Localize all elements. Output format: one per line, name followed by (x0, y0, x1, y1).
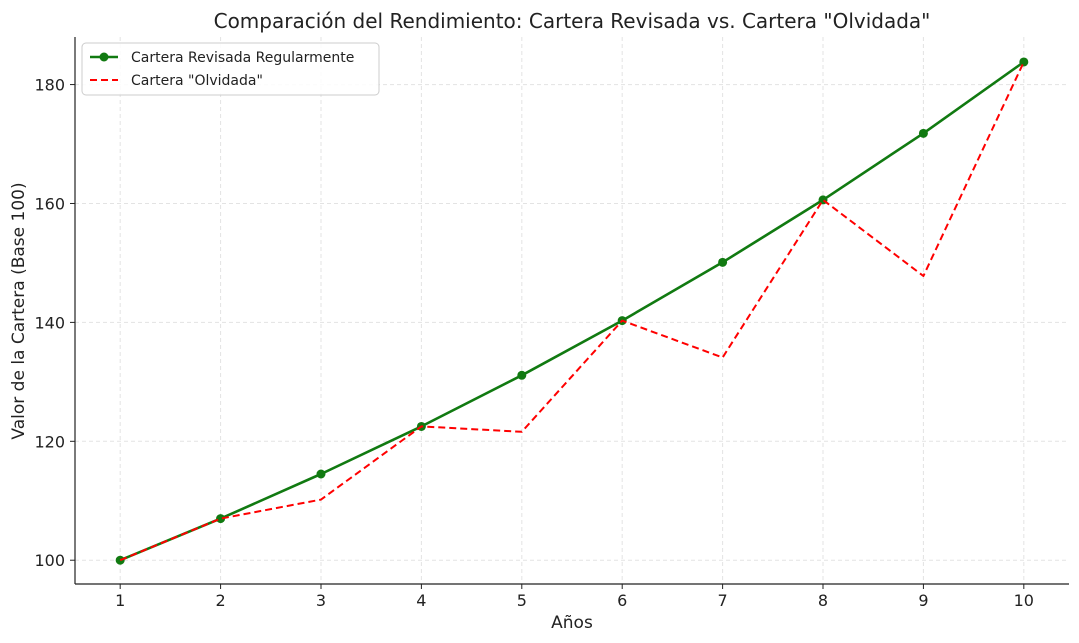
data-point (216, 514, 226, 524)
chart-title: Comparación del Rendimiento: Cartera Rev… (214, 9, 931, 33)
legend-label-olvidada: Cartera "Olvidada" (131, 73, 263, 89)
x-tick-label: 4 (416, 591, 426, 610)
x-tick-label: 7 (718, 591, 728, 610)
series-line-revisada (119, 60, 1025, 562)
x-tick-label: 8 (818, 591, 828, 610)
x-axis-label: Años (551, 613, 593, 633)
data-point (316, 469, 326, 479)
legend: Cartera Revisada Regularmente Cartera "O… (81, 42, 380, 96)
data-point (115, 555, 125, 565)
x-ticks: 1 2 3 4 5 6 7 8 9 10 (115, 584, 1034, 610)
x-tick-label: 9 (918, 591, 928, 610)
y-ticks: 100 120 140 160 180 (34, 76, 75, 570)
y-axis-label: Valor de la Cartera (Base 100) (9, 182, 29, 439)
x-tick-label: 2 (215, 591, 225, 610)
y-tick-label: 180 (34, 76, 65, 95)
data-point (918, 128, 928, 138)
y-tick-label: 160 (34, 194, 65, 213)
data-point (1019, 57, 1029, 67)
axes (74, 37, 1069, 585)
series-line-olvidada (119, 61, 1025, 562)
y-tick-label: 100 (34, 551, 65, 570)
grid (75, 37, 1069, 584)
legend-label-revisada: Cartera Revisada Regularmente (131, 50, 354, 66)
legend-box (81, 42, 380, 96)
data-point (517, 370, 527, 380)
legend-marker-revisada (99, 52, 109, 62)
series-group (115, 57, 1029, 565)
x-tick-label: 6 (617, 591, 627, 610)
x-tick-label: 5 (517, 591, 527, 610)
x-tick-label: 10 (1014, 591, 1034, 610)
x-tick-label: 3 (316, 591, 326, 610)
y-tick-label: 140 (34, 313, 65, 332)
y-tick-label: 120 (34, 432, 65, 451)
data-point (718, 257, 728, 267)
x-tick-label: 1 (115, 591, 125, 610)
